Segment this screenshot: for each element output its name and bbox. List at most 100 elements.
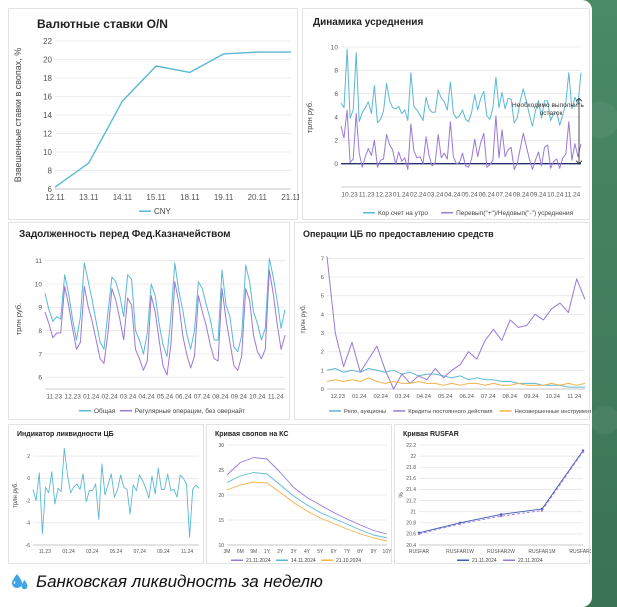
x-tick-label: 6M (237, 549, 244, 555)
x-tick-label: 06.24 (175, 394, 192, 401)
y-tick-label: 6 (38, 375, 42, 382)
y-tick-label: 20.4 (406, 543, 416, 549)
y-axis-label: % (399, 492, 405, 498)
y-tick-label: 2 (27, 454, 30, 460)
y-tick-label: 21 (410, 509, 416, 515)
x-tick-label: 06.24 (459, 394, 474, 400)
chart-liquidity-indicator: -6 -4 -2 0 2 11.23 01.24 03.24 05.24 07.24 09.24 11… (13, 447, 200, 555)
x-tick-label: RUSFAR2W (487, 549, 515, 555)
y-axis-label: трлн руб. (13, 482, 19, 508)
chart-fx-rates: 6 8 10 12 14 16 18 20 22 12.11 13.11 14.11 15.11 18.1… (13, 37, 301, 216)
series-line-3 (226, 481, 388, 542)
y-axis-label: трлн руб. (14, 303, 23, 335)
series-line-1 (32, 447, 200, 538)
y-tick-label: 6 (321, 275, 324, 281)
x-tick-label: 08.24 (502, 394, 517, 400)
series-line-2 (418, 451, 584, 535)
y-tick-label: 22 (43, 37, 52, 46)
x-tick-label: 06.24 (479, 192, 496, 199)
panel-averaging: Динамика усреднения 0 2 4 6 8 10 10.23 11.23 12.… (302, 8, 590, 220)
x-tick-label: 03.24 (86, 549, 99, 555)
x-tick-label: 07.24 (496, 192, 513, 199)
y-tick-label: 20 (43, 55, 52, 64)
y-tick-label: 18 (43, 74, 52, 83)
x-tick-label: 04.24 (416, 394, 431, 400)
y-tick-label: 0 (321, 387, 324, 393)
chart-swap-curve: 10 15 20 25 30 3M 6M 9M 1Y 2Y 3Y 4Y 5Y 6Y 7Y 8Y 9Y 10Y 21.… (218, 443, 392, 564)
x-tick-label: 09.24 (524, 394, 539, 400)
x-tick-label: 11.24 (268, 394, 284, 401)
x-tick-label: 20.11 (248, 193, 268, 202)
caption-text: Банковская ликвидность за неделю (36, 572, 323, 591)
series-line-3 (326, 377, 586, 386)
legend-label: 14.11.2024 (291, 558, 316, 564)
x-tick-label: 11.24 (567, 394, 582, 400)
x-tick-label: 3Y (291, 549, 298, 555)
y-tick-label: 1 (321, 368, 324, 374)
x-tick-label: RUSFAR1W (446, 549, 474, 555)
x-tick-label: 1Y (264, 549, 271, 555)
x-tick-label: 2Y (277, 549, 284, 555)
x-tick-label: 03.24 (427, 192, 444, 199)
chart-title: Кривая RUSFAR (403, 431, 459, 438)
x-tick-label: 18.11 (180, 193, 200, 202)
x-tick-label: 05.24 (157, 394, 174, 401)
chart-rusfar-curve: 20.4 20.6 20.8 21 21.2 21.4 21.6 21.8 22 22.2 RUSF… (399, 443, 592, 564)
data-point (417, 532, 421, 536)
x-tick-label: RUSFAR1M (528, 549, 555, 555)
x-tick-label: 9Y (371, 549, 378, 555)
water-drops-icon (12, 574, 28, 590)
x-tick-label: 01.24 (352, 394, 367, 400)
y-tick-label: 20 (218, 493, 224, 499)
x-tick-label: 01.24 (393, 192, 410, 199)
x-tick-label: 21.11 (281, 193, 299, 202)
x-tick-label: 10.23 (341, 192, 358, 199)
x-tick-label: 11.23 (46, 394, 62, 401)
x-tick-label: RUSFAR (409, 549, 430, 555)
x-tick-label: 03.24 (120, 394, 137, 401)
y-tick-label: 2 (334, 138, 338, 145)
x-tick-label: 09.24 (157, 549, 170, 555)
y-tick-label: 21.8 (406, 465, 416, 471)
x-tick-label: 10.24 (249, 394, 266, 401)
x-tick-label: 7Y (344, 549, 351, 555)
x-tick-label: 4Y (304, 549, 311, 555)
y-tick-label: 10 (218, 543, 224, 549)
x-tick-label: 15.11 (146, 193, 166, 202)
x-tick-label: RUSFAR3M (569, 549, 591, 555)
x-tick-label: 08.24 (212, 394, 229, 401)
x-tick-label: 5Y (317, 549, 324, 555)
y-tick-label: 9 (38, 305, 42, 312)
x-tick-label: 09.24 (530, 192, 547, 199)
legend-label: Перевып("+")/Недовып("-") усреднения (456, 210, 574, 217)
x-tick-label: 01.24 (62, 549, 75, 555)
data-point (499, 514, 503, 518)
y-tick-label: 25 (218, 468, 224, 474)
legend-label: Кредиты постоянного действия (408, 408, 492, 415)
y-tick-label: 12 (43, 129, 52, 138)
x-tick-label: 05.24 (438, 394, 453, 400)
chart-treasury-debt: 6 7 8 9 10 11 11.23 12.23 01.24 02.24 03.24 04.24 05… (14, 257, 286, 415)
post-card: Валютные ставки O/N 6 8 10 12 14 16 18 20 22 12.1… (0, 0, 592, 607)
legend-label: 21.11.2024 (472, 558, 497, 564)
x-tick-label: 9M (250, 549, 257, 555)
y-tick-label: 21.4 (406, 487, 416, 493)
y-tick-label: 7 (38, 351, 42, 358)
data-point (499, 513, 503, 516)
series-line-2 (326, 256, 586, 390)
series-line-1 (418, 450, 584, 534)
y-tick-label: -4 (26, 521, 31, 527)
x-tick-label: 02.24 (410, 192, 427, 199)
annotation-arrow (575, 160, 583, 165)
legend-label: CNY (154, 207, 172, 216)
y-tick-label: 6 (48, 185, 53, 194)
x-tick-label: 05.24 (461, 192, 478, 199)
chart-cb-operations: 0 1 2 3 4 5 6 7 12.23 01.24 02.24 03.24 04.24 05.24 06… (299, 256, 592, 415)
annotation-text: Необходимо выполнить (512, 101, 585, 109)
y-tick-label: 22.2 (406, 443, 416, 449)
y-tick-label: 0 (334, 161, 338, 168)
y-tick-label: 0 (27, 476, 30, 482)
y-tick-label: 10 (43, 148, 52, 157)
y-tick-label: 8 (38, 328, 42, 335)
x-tick-label: 11.23 (359, 192, 375, 199)
